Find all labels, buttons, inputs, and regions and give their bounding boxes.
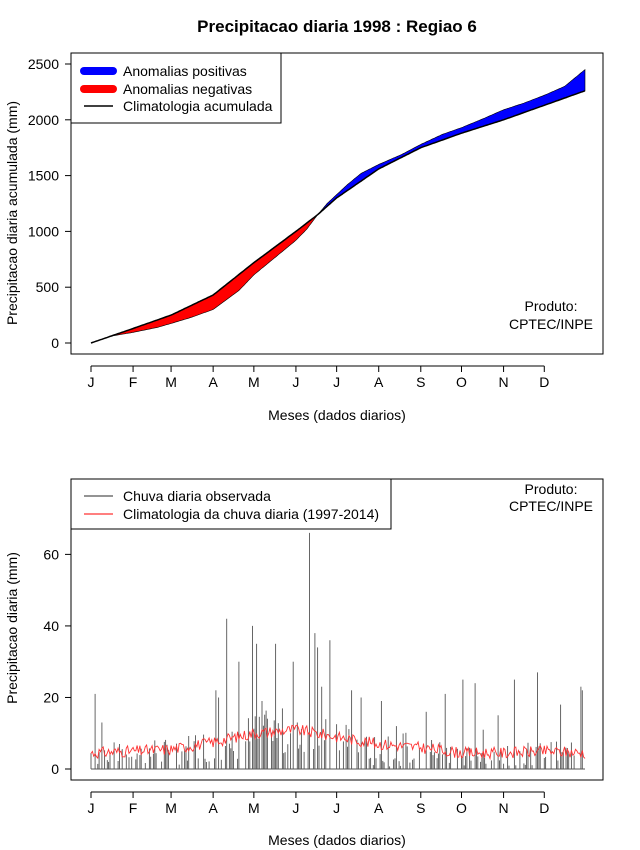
top-y-tick-label: 2500 xyxy=(28,56,59,72)
bottom-x-tick-label: M xyxy=(248,800,260,816)
top-y-tick-label: 1000 xyxy=(28,223,59,239)
bottom-x-tick-label: N xyxy=(499,800,509,816)
top-legend: Anomalias positivas Anomalias negativas … xyxy=(70,52,282,124)
legend-label-climatology: Climatologia acumulada xyxy=(123,98,273,114)
top-x-tick-label: M xyxy=(165,374,177,390)
top-y-tick-label: 1500 xyxy=(28,168,59,184)
top-x-axis-label: Meses (dados diarios) xyxy=(268,407,406,423)
legend-label-clim-daily: Climatologia da chuva diaria (1997-2014) xyxy=(123,506,379,522)
bottom-y-tick-label: 60 xyxy=(43,546,59,562)
top-y-tick-label: 500 xyxy=(36,279,60,295)
top-x-tick-label: M xyxy=(248,374,260,390)
bottom-y-tick-label: 20 xyxy=(43,689,59,705)
top-x-tick-label: J xyxy=(88,374,95,390)
top-x-tick-label: A xyxy=(208,374,218,390)
top-x-tick-label: O xyxy=(456,374,467,390)
top-y-tick-label: 0 xyxy=(51,335,59,351)
observed-daily-bars xyxy=(90,532,585,770)
bottom-x-tick-label: S xyxy=(416,800,425,816)
top-annotation-line1: Produto: xyxy=(525,298,578,314)
bottom-x-axis-label: Meses (dados diarios) xyxy=(268,832,406,848)
accumulated-precipitation-chart: 0 500 1000 1500 2000 2500 J F M A M J J A S O N D Meses … xyxy=(4,52,604,423)
bottom-x-tick-label: J xyxy=(292,800,299,816)
top-x-tick-label: J xyxy=(333,374,340,390)
top-annotation-line2: CPTEC/INPE xyxy=(509,316,593,332)
bottom-annotation-line1: Produto: xyxy=(525,481,578,497)
top-x-tick-label: S xyxy=(416,374,425,390)
bottom-legend-box xyxy=(70,478,392,530)
bottom-annotation-line2: CPTEC/INPE xyxy=(509,498,593,514)
chart-title: Precipitacao diaria 1998 : Regiao 6 xyxy=(197,17,477,36)
bottom-x-tick-label: M xyxy=(165,800,177,816)
top-y-axis-label: Precipitacao diaria acumulada (mm) xyxy=(4,101,20,325)
top-x-tick-label: A xyxy=(374,374,384,390)
bottom-y-axis-label: Precipitacao diaria (mm) xyxy=(4,552,20,704)
bottom-x-tick-label: J xyxy=(88,800,95,816)
bottom-y-tick-label: 40 xyxy=(43,618,59,634)
bottom-x-tick-label: A xyxy=(208,800,218,816)
top-lines xyxy=(90,90,586,344)
bottom-x-tick-label: D xyxy=(539,800,549,816)
bottom-x-tick-label: O xyxy=(456,800,467,816)
top-x-tick-label: J xyxy=(292,374,299,390)
top-x-tick-label: D xyxy=(539,374,549,390)
bottom-y-axis: 0 20 40 60 xyxy=(43,546,72,777)
bottom-y-tick-label: 0 xyxy=(51,761,59,777)
positive-anomaly-area xyxy=(315,68,586,218)
climatology-daily-line xyxy=(90,724,586,761)
top-y-axis: 0 500 1000 1500 2000 2500 xyxy=(28,56,72,351)
top-x-tick-label: N xyxy=(499,374,509,390)
climatology-accumulated-line xyxy=(90,90,586,344)
legend-label-positive: Anomalias positivas xyxy=(123,63,247,79)
legend-label-observed: Chuva diaria observada xyxy=(123,488,271,504)
negative-anomaly-area xyxy=(109,215,317,337)
legend-label-negative: Anomalias negativas xyxy=(123,81,252,97)
bottom-x-tick-label: F xyxy=(129,800,138,816)
bottom-x-tick-label: A xyxy=(374,800,384,816)
daily-precipitation-chart: 0 20 40 60 J F M A M J J A S O N D Meses (dados diario… xyxy=(4,478,604,848)
bottom-x-tick-label: J xyxy=(333,800,340,816)
bottom-legend: Chuva diaria observada Climatologia da c… xyxy=(70,478,392,530)
top-x-tick-label: F xyxy=(129,374,138,390)
climatology-daily-series xyxy=(90,724,586,761)
top-y-tick-label: 2000 xyxy=(28,112,59,128)
